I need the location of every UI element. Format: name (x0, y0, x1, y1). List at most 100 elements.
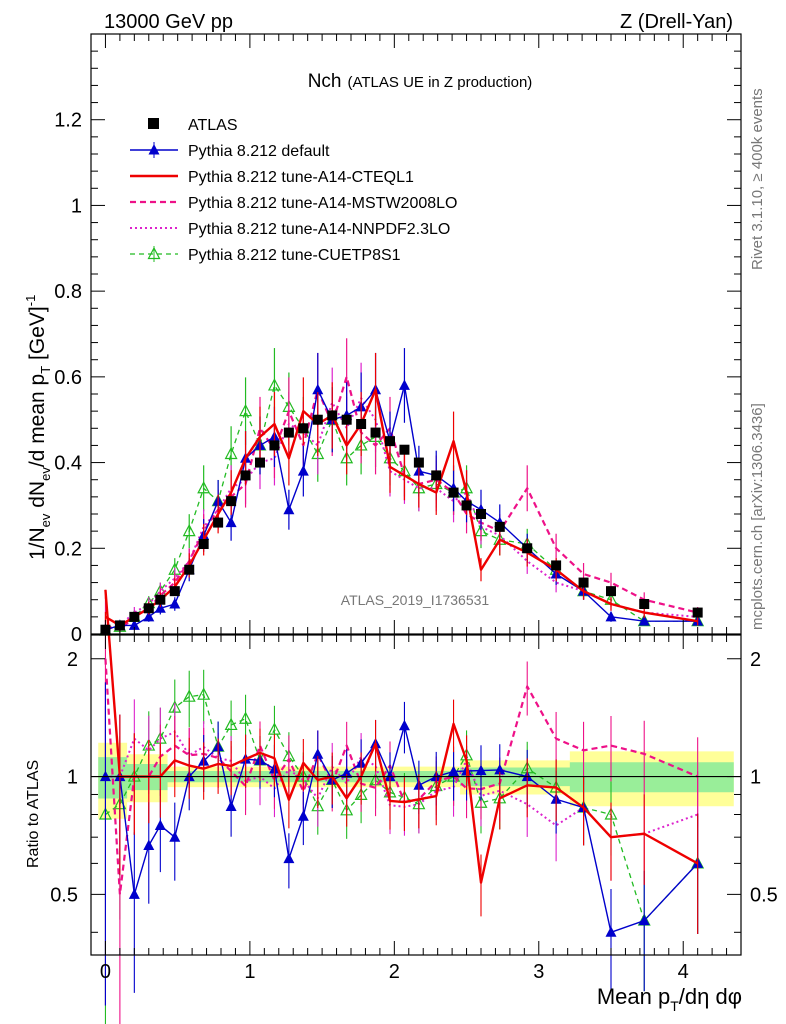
legend-label-cteql1: Pythia 8.212 tune-A14-CTEQL1 (188, 169, 414, 186)
ratio-point-default (384, 770, 396, 782)
legend-entry-nnpdf: Pythia 8.212 tune-A14-NNPDF2.3LO (130, 221, 450, 238)
point-default (605, 610, 617, 622)
ratio-point-cuetp8s1 (197, 687, 211, 700)
legend-marker-default (148, 144, 160, 155)
point-default (225, 516, 237, 528)
y-tick-label: 0.8 (54, 281, 82, 303)
ratio-point-default (283, 852, 295, 864)
line-ratio-cteql1 (104, 589, 699, 884)
ratio-y-tick-label-right: 0.5 (750, 884, 778, 906)
rivet-label: Rivet 3.1.10, ≥ 400k events (749, 88, 766, 270)
ratio-y-tick-label: 1 (67, 767, 78, 789)
line-main-mstw (105, 375, 698, 631)
legend-label-cuetp8s1: Pythia 8.212 tune-CUETP8S1 (188, 247, 401, 264)
x-axis-label: Mean pT/dη dφ (597, 984, 742, 1014)
ratio-point-default (475, 764, 487, 776)
main-frame (90, 33, 742, 635)
series-nnpdf (104, 362, 699, 1006)
point-data (255, 457, 265, 468)
line-main-cuetp8s1 (105, 384, 698, 632)
point-data (385, 436, 395, 447)
point-data (413, 457, 424, 468)
point-data (226, 496, 237, 507)
point-data (522, 543, 533, 554)
line-ratio-mstw (104, 658, 699, 896)
header-left: 13000 GeV pp (104, 11, 233, 33)
ratio-point-default (169, 831, 181, 842)
x-tick-label: 4 (678, 961, 689, 983)
y-axis-label-ratio: Ratio to ATLAS (25, 760, 42, 868)
plot-title: Nch (ATLAS UE in Z production) (308, 71, 533, 92)
ratio-point-cuetp8s1 (267, 722, 281, 735)
ratio-y-tick-label: 0.5 (50, 884, 78, 906)
header-right: Z (Drell-Yan) (620, 11, 733, 33)
legend-entry-cuetp8s1: Pythia 8.212 tune-CUETP8S1 (130, 246, 401, 264)
x-tick-label: 2 (389, 961, 400, 983)
ratio-point-default (341, 767, 353, 778)
y-tick-label: 1 (71, 195, 82, 217)
ratio-point-cuetp8s1 (239, 711, 253, 724)
point-data (370, 427, 381, 438)
legend-label-default: Pythia 8.212 default (188, 143, 330, 160)
legend: ATLAS Pythia 8.212 default Pythia 8.212 tu… (130, 117, 457, 264)
legend-marker-cuetp8s1 (147, 246, 161, 260)
point-default (312, 383, 324, 395)
point-data (129, 611, 140, 622)
ratio-point-default (99, 770, 111, 782)
point-data (327, 410, 338, 421)
point-data (114, 620, 125, 631)
ratio-frame (90, 634, 742, 956)
point-data (494, 521, 505, 532)
ratio-point-default (638, 914, 650, 926)
series-layer (98, 338, 705, 1024)
series-data (100, 410, 703, 635)
band-inner (98, 757, 734, 799)
x-tick-label: 3 (533, 961, 544, 983)
line-main-default (105, 384, 698, 631)
ratio-point-default (312, 748, 324, 759)
y-tick-label: 0.2 (54, 538, 82, 560)
point-data (184, 564, 195, 575)
line-main-cteql1 (104, 388, 698, 627)
legend-entry-cteql1: Pythia 8.212 tune-A14-CTEQL1 (130, 169, 414, 186)
point-data (341, 414, 352, 425)
point-cuetp8s1 (197, 480, 211, 494)
point-cuetp8s1 (239, 403, 253, 417)
point-data (312, 414, 323, 425)
series-cteql1 (104, 352, 699, 935)
ratio-point-default (128, 888, 140, 899)
y-tick-label: 0.4 (54, 453, 82, 475)
legend-label-nnpdf: Pythia 8.212 tune-A14-NNPDF2.3LO (188, 221, 450, 238)
axes-layer: 0 1 2 3 4 0 0.2 0.4 0.6 0.8 1 1.2 0.5 0.5 1 1 2 2 (50, 33, 778, 983)
point-cuetp8s1 (182, 523, 196, 537)
point-data (639, 599, 650, 609)
point-data (298, 423, 309, 434)
ratio-y-tick-label-right: 2 (750, 649, 761, 671)
point-data (551, 560, 562, 571)
point-cuetp8s1 (267, 378, 281, 391)
y-tick-label: 1.2 (54, 110, 82, 132)
plot-title-sub: (ATLAS UE in Z production) (348, 74, 533, 91)
ratio-y-tick-label-right: 1 (750, 767, 761, 789)
point-default (297, 465, 309, 476)
legend-entry-default: Pythia 8.212 default (130, 142, 330, 160)
point-data (283, 427, 294, 438)
point-default (398, 379, 410, 390)
y-axis-label-main: 1/Nev dNev/d mean pT [GeV]-1 (23, 295, 53, 560)
point-default (143, 610, 155, 622)
ratio-point-default (448, 765, 460, 776)
ratio-y-tick-label: 2 (67, 649, 78, 671)
ratio-point-default (494, 763, 506, 775)
point-data (692, 607, 703, 618)
line-ratio-cuetp8s1 (105, 694, 699, 922)
point-data (461, 500, 472, 511)
ratio-point-default (398, 719, 410, 731)
point-data (448, 487, 459, 498)
point-data (143, 603, 154, 614)
point-data (198, 539, 209, 549)
point-data (399, 444, 410, 455)
point-default (283, 503, 295, 515)
legend-marker-data (148, 118, 159, 129)
point-data (213, 517, 224, 528)
